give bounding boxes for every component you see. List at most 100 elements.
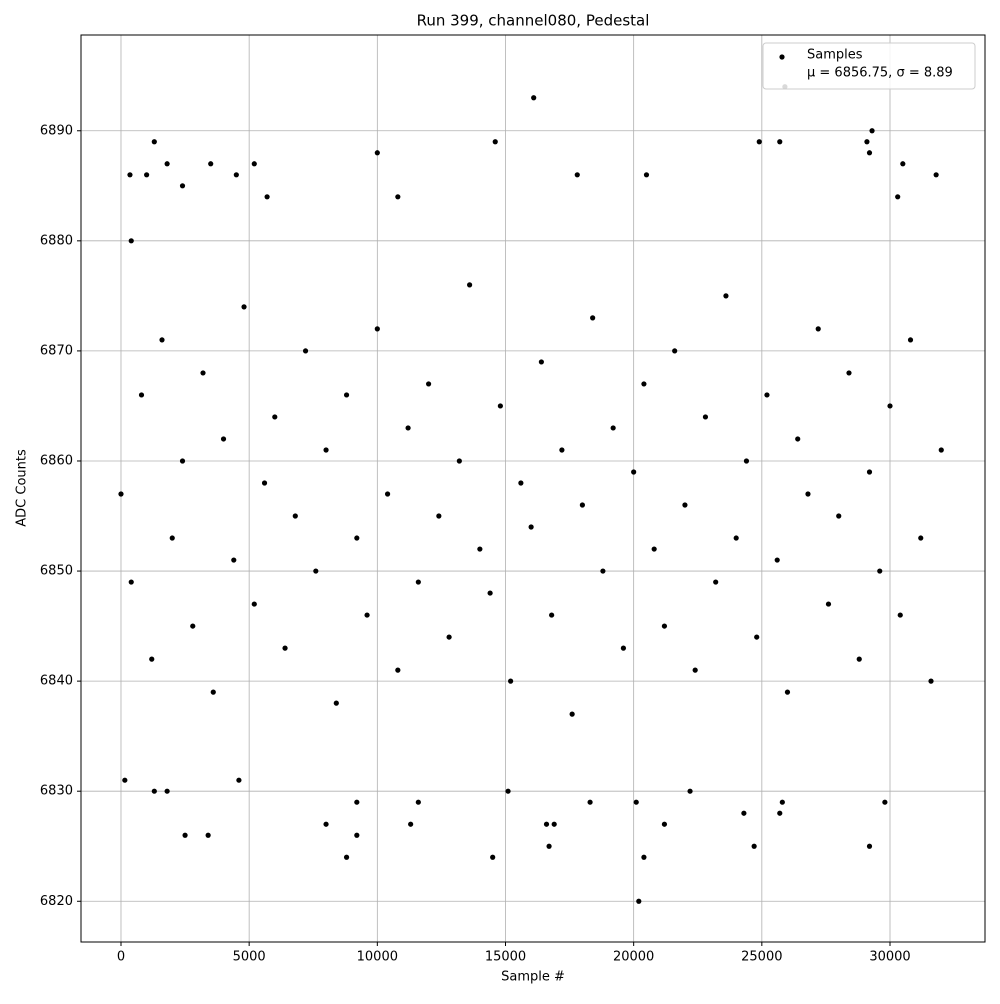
plot-frame xyxy=(80,34,986,943)
point xyxy=(384,491,391,497)
point xyxy=(354,535,360,541)
y-tick-label: 6880 xyxy=(40,233,73,248)
point xyxy=(164,788,170,794)
point xyxy=(497,403,503,409)
point xyxy=(897,612,903,618)
point xyxy=(236,777,242,783)
point xyxy=(241,304,247,310)
y-tick-label: 6830 xyxy=(40,784,73,799)
point xyxy=(518,480,524,486)
points xyxy=(118,84,944,904)
legend-stats: μ = 6856.75, σ = 8.89 xyxy=(807,66,953,81)
point xyxy=(505,788,511,794)
point xyxy=(928,678,934,684)
y-axis-label: ADC Counts xyxy=(15,449,30,527)
point xyxy=(631,469,637,475)
point xyxy=(233,172,239,178)
point xyxy=(777,810,783,816)
point xyxy=(846,370,852,376)
point xyxy=(264,194,270,200)
point xyxy=(661,821,668,827)
point xyxy=(756,139,762,145)
x-tick-label: 10000 xyxy=(357,950,398,965)
x-axis-label: Sample # xyxy=(501,970,565,985)
point xyxy=(210,689,216,695)
point xyxy=(866,469,873,475)
point xyxy=(149,656,155,662)
point xyxy=(672,348,678,354)
x-tick-label: 30000 xyxy=(869,950,910,965)
point xyxy=(723,293,729,299)
legend-label: Samples xyxy=(807,48,863,63)
point xyxy=(313,568,319,574)
point xyxy=(538,359,544,365)
legend-box xyxy=(762,42,976,90)
point xyxy=(574,172,580,178)
point xyxy=(128,579,134,585)
y-tick-label: 6870 xyxy=(40,343,73,358)
point xyxy=(587,799,593,805)
point xyxy=(425,381,432,387)
point xyxy=(251,161,257,167)
point xyxy=(118,491,124,497)
point xyxy=(531,95,537,101)
point xyxy=(364,612,370,618)
point xyxy=(282,645,288,651)
x-tick-label: 20000 xyxy=(613,950,654,965)
point xyxy=(159,337,165,343)
point xyxy=(877,568,883,574)
point xyxy=(590,315,596,321)
point xyxy=(918,535,924,541)
point xyxy=(864,139,870,145)
point xyxy=(887,403,893,409)
point xyxy=(182,832,188,838)
point xyxy=(633,799,639,805)
point xyxy=(551,821,557,827)
y-tick-label: 6840 xyxy=(40,674,73,689)
legend-marker xyxy=(779,54,785,60)
point xyxy=(405,425,411,431)
point xyxy=(343,854,350,860)
point xyxy=(882,799,888,805)
point xyxy=(128,238,134,244)
point xyxy=(751,843,757,849)
point xyxy=(436,513,442,519)
point xyxy=(869,128,875,134)
point xyxy=(895,194,901,200)
point xyxy=(251,601,257,607)
point xyxy=(144,172,150,178)
point xyxy=(164,161,170,167)
point xyxy=(805,491,811,497)
chart-title: Run 399, channel080, Pedestal xyxy=(417,12,650,30)
point xyxy=(702,414,709,420)
point xyxy=(836,513,842,519)
point xyxy=(272,414,278,420)
point xyxy=(292,513,298,519)
point xyxy=(343,392,350,398)
point xyxy=(179,458,186,464)
legend: Samples μ = 6856.75, σ = 8.89 xyxy=(762,42,976,90)
y-tick-label: 6850 xyxy=(40,564,73,579)
point xyxy=(866,150,873,156)
point xyxy=(477,546,483,552)
point xyxy=(127,172,133,178)
point xyxy=(866,843,873,849)
point xyxy=(600,568,606,574)
point xyxy=(938,447,944,453)
point xyxy=(815,326,821,332)
point xyxy=(456,458,462,464)
point xyxy=(354,799,360,805)
point xyxy=(641,854,647,860)
point xyxy=(692,667,698,673)
point xyxy=(733,535,739,541)
x-tick-label: 0 xyxy=(117,950,125,965)
point xyxy=(200,370,206,376)
point xyxy=(636,898,642,904)
point xyxy=(610,425,616,431)
point xyxy=(374,326,380,332)
point xyxy=(415,579,421,585)
point xyxy=(907,337,914,343)
point xyxy=(323,821,329,827)
